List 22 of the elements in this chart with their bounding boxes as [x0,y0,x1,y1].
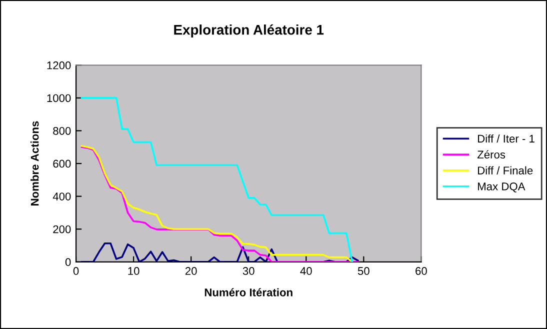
y-tick-label: 400 [52,192,71,200]
x-tick-label: 40 [300,267,312,275]
y-tick-label: 1000 [47,94,71,102]
y-tick-label: 0 [65,258,71,266]
y-axis-title: Nombre Actions [30,121,39,206]
legend-label: Diff / Iter - 1 [478,134,534,143]
y-tick-label: 600 [53,160,71,168]
y-tick-label: 200 [53,225,71,234]
legend-label: Max DQA [478,182,526,192]
x-tick-label: 10 [128,267,140,275]
x-tick-label: 60 [416,267,427,275]
x-tick-label: 0 [73,267,79,275]
y-tick-label: 1200 [47,61,71,70]
legend-label: Diff / Finale [478,166,533,174]
x-tick-label: 50 [358,267,370,275]
chart-title: Exploration Aléatoire 1 [174,24,324,38]
x-axis-title: Numéro Itération [204,288,292,296]
x-tick-label: 20 [185,267,197,275]
x-tick-label: 30 [242,267,254,275]
line-series [80,97,354,262]
y-tick-label: 800 [53,126,71,135]
legend-label: Zéros [477,150,506,159]
